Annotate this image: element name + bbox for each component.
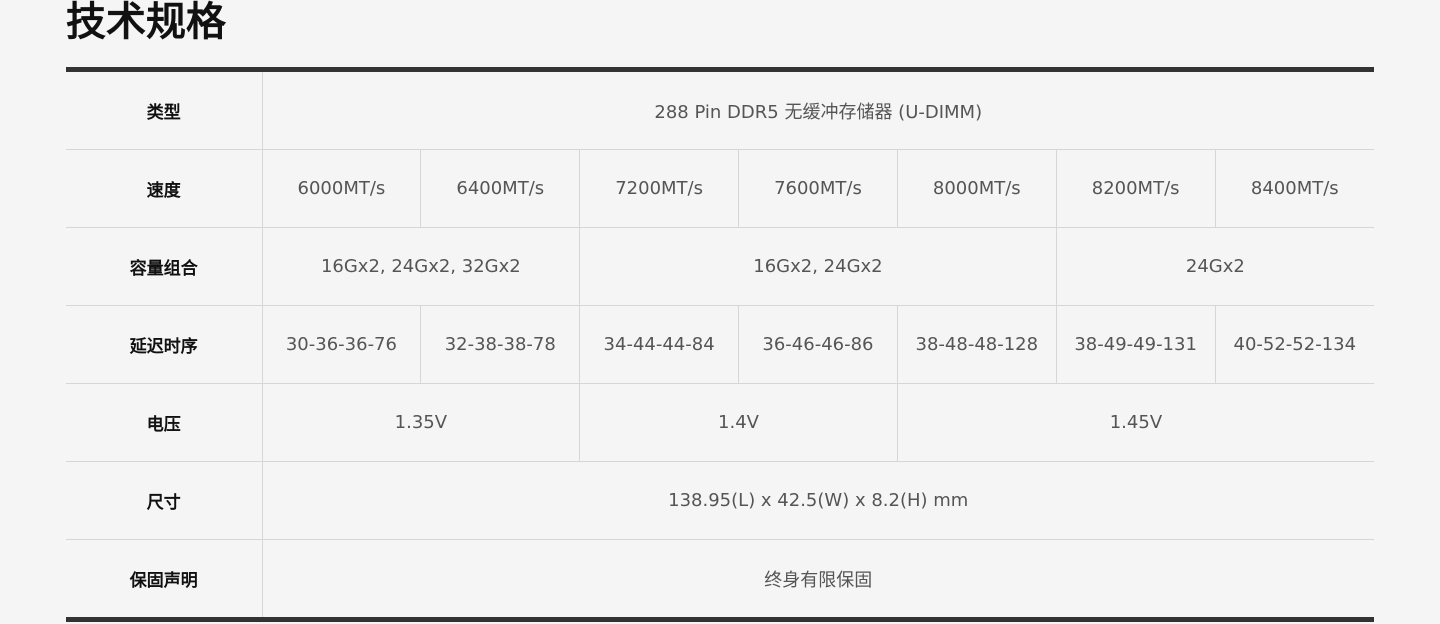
row-type: 类型 288 Pin DDR5 无缓冲存储器 (U-DIMM) <box>66 69 1374 150</box>
row-size: 尺寸 138.95(L) x 42.5(W) x 8.2(H) mm <box>66 461 1374 540</box>
row-label: 保固声明 <box>129 571 198 591</box>
cell: 1.45V <box>896 383 1374 462</box>
cell: 6400MT/s <box>420 149 580 228</box>
row-voltage: 电压 1.35V 1.4V 1.45V <box>66 383 1374 462</box>
row-latency: 延迟时序 30-36-36-76 32-38-38-78 34-44-44-84… <box>66 305 1374 384</box>
spec-table: 类型 288 Pin DDR5 无缓冲存储器 (U-DIMM) 速度 6000M… <box>66 67 1374 622</box>
cell: 30-36-36-76 <box>261 305 421 384</box>
cell: 8400MT/s <box>1214 149 1374 228</box>
cell: 38-49-49-131 <box>1055 305 1216 384</box>
cell: 6000MT/s <box>261 149 421 228</box>
cell: 40-52-52-134 <box>1214 305 1374 384</box>
page-title: 技术规格 <box>66 0 226 45</box>
cell: 16Gx2, 24Gx2 <box>579 227 1057 306</box>
cell: 8000MT/s <box>896 149 1057 228</box>
cell: 16Gx2, 24Gx2, 32Gx2 <box>261 227 580 306</box>
cell: 1.35V <box>261 383 580 462</box>
cell: 7600MT/s <box>738 149 898 228</box>
row-label: 延迟时序 <box>66 305 262 384</box>
row-label: 类型 <box>66 69 262 150</box>
cell: 38-48-48-128 <box>896 305 1057 384</box>
cell: 138.95(L) x 42.5(W) x 8.2(H) mm <box>261 461 1374 540</box>
row-label: 尺寸 <box>66 461 262 540</box>
row-capacity: 容量组合 16Gx2, 24Gx2, 32Gx2 16Gx2, 24Gx2 24… <box>66 227 1374 306</box>
cell: 34-44-44-84 <box>579 305 739 384</box>
cell: 288 Pin DDR5 无缓冲存储器 (U-DIMM) <box>261 69 1374 150</box>
row-warranty: 保固声明 终身有限保固 <box>66 539 1374 620</box>
row-label: 速度 <box>66 149 262 228</box>
cell: 1.4V <box>579 383 898 462</box>
cell: 7200MT/s <box>579 149 739 228</box>
row-label: 容量组合 <box>66 227 262 306</box>
cell: 36-46-46-86 <box>738 305 898 384</box>
row-label: 电压 <box>66 383 262 462</box>
row-speed: 速度 6000MT/s 6400MT/s 7200MT/s 7600MT/s 8… <box>66 149 1374 228</box>
cell: 32-38-38-78 <box>420 305 580 384</box>
cell: 24Gx2 <box>1055 227 1374 306</box>
cell: 8200MT/s <box>1055 149 1216 228</box>
cell: 终身有限保固 <box>261 539 1374 620</box>
